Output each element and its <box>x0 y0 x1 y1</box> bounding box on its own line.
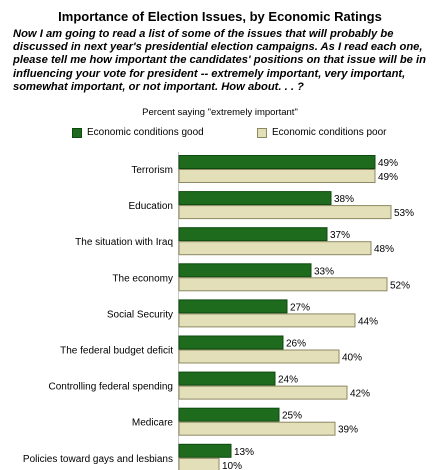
value-label-poor: 48% <box>374 244 394 255</box>
value-label-good: 26% <box>286 339 306 350</box>
category-label: The economy <box>112 273 173 284</box>
category-label: Terrorism <box>131 165 173 176</box>
value-label-poor: 39% <box>338 425 358 436</box>
bar-poor <box>178 313 356 328</box>
category-label: Policies toward gays and lesbians <box>23 454 173 465</box>
value-label-good: 25% <box>282 411 302 422</box>
bar-poor <box>178 349 340 364</box>
value-label-good: 13% <box>234 447 254 458</box>
bar-poor <box>178 277 388 292</box>
bar-good <box>178 155 376 169</box>
bar-good <box>178 191 332 206</box>
bar-poor <box>178 205 392 220</box>
chart-subtitle: Percent saying "extremely important" <box>142 107 298 118</box>
bar-good <box>178 443 232 458</box>
bar-good <box>178 299 288 314</box>
value-label-poor: 10% <box>222 461 242 470</box>
category-label: Controlling federal spending <box>48 382 173 393</box>
bar-poor <box>178 169 376 183</box>
category-label: The situation with Iraq <box>75 237 173 248</box>
value-label-good: 27% <box>290 302 310 313</box>
value-label-good: 33% <box>314 266 334 277</box>
category-label: Social Security <box>107 309 173 320</box>
value-label-good: 24% <box>278 375 298 386</box>
legend-item-poor: Economic conditions poor <box>257 127 387 138</box>
value-label-poor: 52% <box>390 280 410 291</box>
category-label: Medicare <box>132 418 174 429</box>
value-label-good: 38% <box>334 194 354 205</box>
chart-title: Importance of Election Issues, by Econom… <box>58 9 382 24</box>
bar-good <box>178 371 276 386</box>
category-label: The federal budget deficit <box>60 346 173 357</box>
bar-good <box>178 407 280 422</box>
bar-good <box>178 335 284 350</box>
bar-poor <box>178 421 336 436</box>
survey-question: Now I am going to read a list of some of… <box>13 28 426 93</box>
value-label-poor: 53% <box>394 208 414 219</box>
bar-poor <box>178 457 220 470</box>
value-label-poor: 42% <box>350 389 370 400</box>
bar-poor <box>178 385 348 400</box>
value-label-poor: 40% <box>342 353 362 364</box>
bar-poor <box>178 241 372 256</box>
bar-good <box>178 227 328 242</box>
legend-swatch-poor <box>257 127 267 138</box>
legend-label-poor: Economic conditions poor <box>272 127 387 138</box>
bar-good <box>178 263 312 278</box>
value-label-poor: 49% <box>378 172 398 183</box>
legend-swatch-good <box>72 127 82 138</box>
legend-label-good: Economic conditions good <box>87 127 204 138</box>
value-label-good: 49% <box>378 158 398 169</box>
value-label-good: 37% <box>330 230 350 241</box>
category-label: Education <box>129 201 173 212</box>
value-label-poor: 44% <box>358 316 378 327</box>
legend-item-good: Economic conditions good <box>72 127 204 138</box>
